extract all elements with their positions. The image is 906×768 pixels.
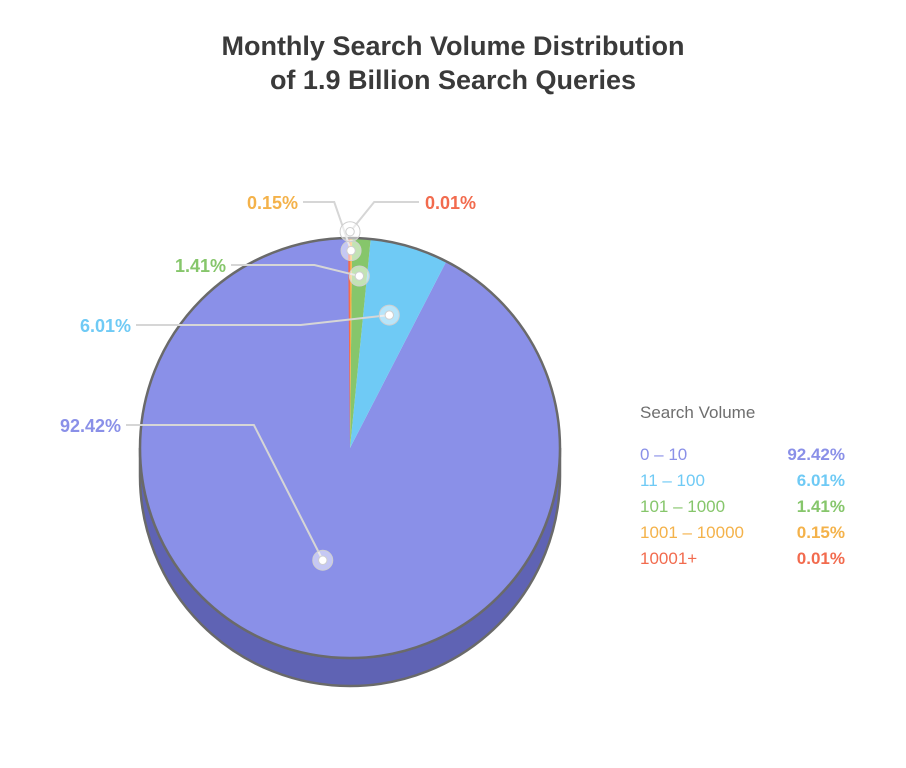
legend-value: 0.01%	[797, 549, 845, 569]
chart-title-line2: of 1.9 Billion Search Queries	[0, 64, 906, 98]
callout-label: 0.01%	[425, 193, 476, 214]
chart-title-line1: Monthly Search Volume Distribution	[0, 30, 906, 64]
legend-row: 0 – 10 92.42%	[640, 445, 845, 465]
callout-label: 0.15%	[247, 193, 298, 214]
legend-label: 0 – 10	[640, 445, 687, 465]
legend-value: 1.41%	[797, 497, 845, 517]
callout-marker	[349, 266, 369, 286]
legend-label: 10001+	[640, 549, 697, 569]
callout-marker	[379, 305, 399, 325]
callout-marker	[340, 221, 360, 241]
chart-title: Monthly Search Volume Distribution of 1.…	[0, 0, 906, 98]
chart-area: Search Volume 0 – 1092.42%11 – 1006.01%1…	[0, 98, 906, 718]
callout-label: 1.41%	[175, 256, 226, 277]
callout-line	[350, 202, 419, 232]
callout-marker	[313, 550, 333, 570]
callout-label: 6.01%	[80, 316, 131, 337]
legend-row: 10001+ 0.01%	[640, 549, 845, 569]
legend-value: 92.42%	[787, 445, 845, 465]
legend-row: 101 – 1000 1.41%	[640, 497, 845, 517]
callout-marker	[341, 240, 361, 260]
legend-label: 1001 – 10000	[640, 523, 744, 543]
callout-label: 92.42%	[60, 416, 121, 437]
legend-value: 0.15%	[797, 523, 845, 543]
legend-row: 11 – 100 6.01%	[640, 471, 845, 491]
legend-label: 101 – 1000	[640, 497, 725, 517]
legend-value: 6.01%	[797, 471, 845, 491]
legend-row: 1001 – 10000 0.15%	[640, 523, 845, 543]
legend-title: Search Volume	[640, 403, 845, 423]
legend-label: 11 – 100	[640, 471, 705, 491]
legend: Search Volume 0 – 1092.42%11 – 1006.01%1…	[640, 403, 845, 575]
